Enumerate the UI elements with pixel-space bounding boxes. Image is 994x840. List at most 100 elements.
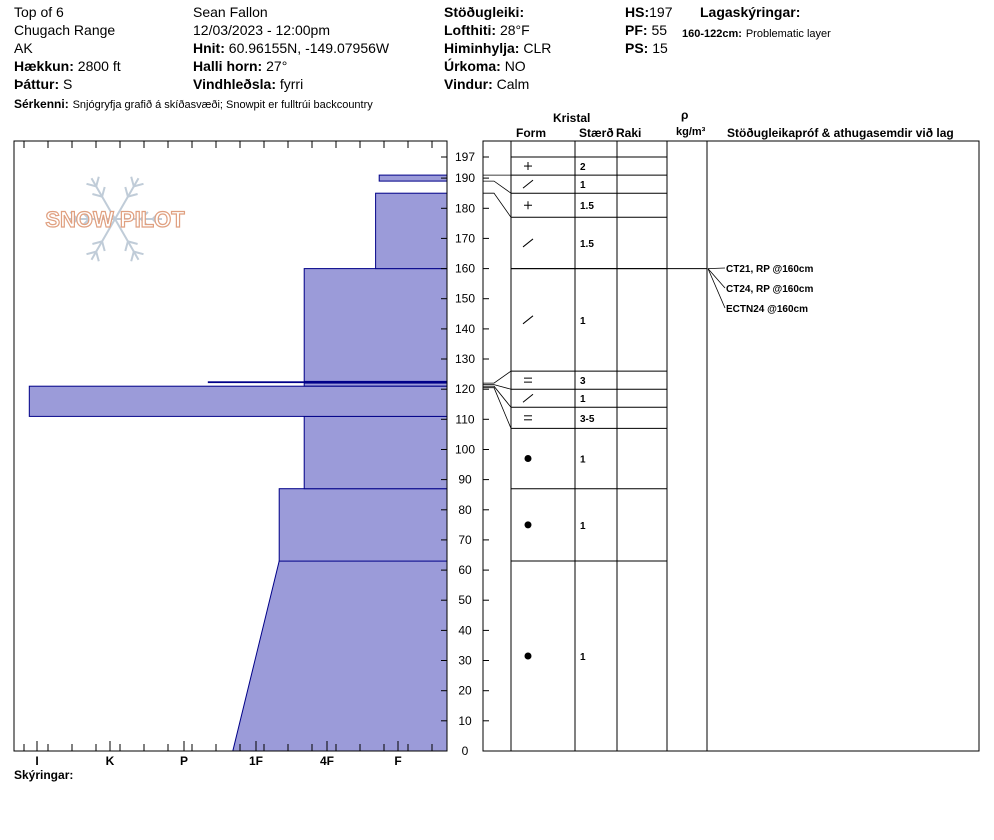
snowflake-branch [124,186,129,197]
tests-header: Stöðugleikapróf & athugasemdir við lag [727,126,954,140]
x-tick-label: I [35,754,38,768]
density-header: kg/m³ [676,126,706,138]
y-tick-label: 30 [458,654,472,668]
snowflake-branch [86,250,97,256]
precipitation: Úrkoma: NO [444,58,526,74]
observer: Sean Fallon [193,4,268,20]
snowflake-branch [92,240,103,245]
hs-value: 197 [649,4,673,20]
aspect: Þáttur: S [14,76,72,92]
y-tick-label: 140 [455,322,475,336]
grain-size-label: 2 [580,162,586,173]
snowflake-branch [69,211,79,220]
y-tick-label: 40 [458,623,472,637]
y-tick-label: 10 [458,714,472,728]
snowflake-branch [140,218,149,227]
grain-form-slash [522,315,534,325]
crystal-header: Kristal [553,111,591,125]
features: Sérkenni: Snjógryfja grafið á skíðasvæði… [14,95,373,113]
snowflake-branch [81,211,90,220]
layer-connector [483,387,512,429]
y-tick-label: 90 [458,473,472,487]
hardness-bar [28,385,448,417]
wind: Vindur: Calm [444,76,529,92]
snowflake-branch [95,176,100,187]
grain-form-slash [522,179,534,189]
notes-label: Skýringar: [14,768,74,782]
layer-connector [483,370,512,384]
y-tick-label: 160 [455,262,475,276]
air-temp-label: Lofthiti: [444,22,497,38]
coords-value: 60.96155N, -149.07956W [228,40,390,56]
wind-value: Calm [496,76,530,92]
grain-form-slash [522,393,534,403]
test-pointer [707,267,726,269]
hardness-bar [303,415,448,490]
grain-size-label: 1 [580,394,586,405]
snowflake-branch [130,176,135,187]
grain-form-dot [524,652,532,660]
snowpilot-logo: SNOW PILOT [45,176,186,262]
x-tick-label: 1F [249,754,263,768]
hardness-bar [207,381,447,384]
snowflake-branch [151,218,161,227]
y-tick-label: 180 [455,201,475,215]
y-tick-label: 80 [458,503,472,517]
grain-size-label: 1 [580,316,586,327]
snowflake-branch [133,250,144,256]
rho-header: ρ [681,108,689,122]
stability-test-label: CT24, RP @160cm [726,284,813,295]
size-header: Stærð [579,126,614,140]
snowflake-arm [90,218,116,261]
stability-test-label: ECTN24 @160cm [726,304,808,315]
location-name: Top of 6 [14,4,64,20]
datetime: 12/03/2023 - 12:00pm [193,22,330,38]
y-tick-label: 20 [458,684,472,698]
precip-value: NO [504,58,526,74]
slope-label: Halli horn: [193,58,263,74]
coords-label: Hnit: [193,40,225,56]
precip-label: Úrkoma: [444,58,501,74]
sky-label: Himinhylja: [444,40,520,56]
snowflake-branch [130,251,135,262]
wind-label: Vindur: [444,76,493,92]
hardness-bar [303,382,448,387]
air-temp-value: 28°F [499,22,530,38]
grain-size-label: 1 [580,652,586,663]
y-tick-label: 197 [455,150,475,164]
layer-connector [483,385,512,408]
y-tick-label: 190 [455,171,475,185]
wind-load-label: Vindhleðsla: [193,76,276,92]
grain-size-label: 1.5 [580,239,594,250]
layer-table-frame [482,140,980,752]
snowflake-branch [127,193,138,198]
ps-value: 15 [652,40,668,56]
snowflake-branch [127,240,138,245]
mountain-range: Chugach Range [14,22,116,38]
snowflake-branch [69,218,79,227]
x-tick-label: F [394,754,401,768]
y-tick-label: 0 [462,744,469,758]
elevation-value: 2800 ft [77,58,121,74]
foot-penetration: PF: 55 [625,22,667,38]
grain-size-label: 1 [580,180,586,191]
layer-connector [483,192,512,218]
layer-note: 160-122cm: Problematic layer [682,24,831,42]
grain-size-label: 3-5 [580,414,595,425]
aspect-value: S [63,76,73,92]
snowflake-branch [95,251,100,262]
layer-connector [483,180,512,194]
sky-value: CLR [523,40,552,56]
test-pointer [707,268,726,289]
hardness-bar [375,192,448,270]
y-tick-label: 50 [458,593,472,607]
y-tick-label: 70 [458,533,472,547]
snowflake-branch [101,186,106,197]
layer-note-text: Problematic layer [745,28,831,40]
grain-size-label: 1 [580,521,586,532]
x-tick-label: P [180,754,188,768]
y-tick-label: 130 [455,352,475,366]
elevation-label: Hækkun: [14,58,74,74]
y-tick-label: 60 [458,563,472,577]
